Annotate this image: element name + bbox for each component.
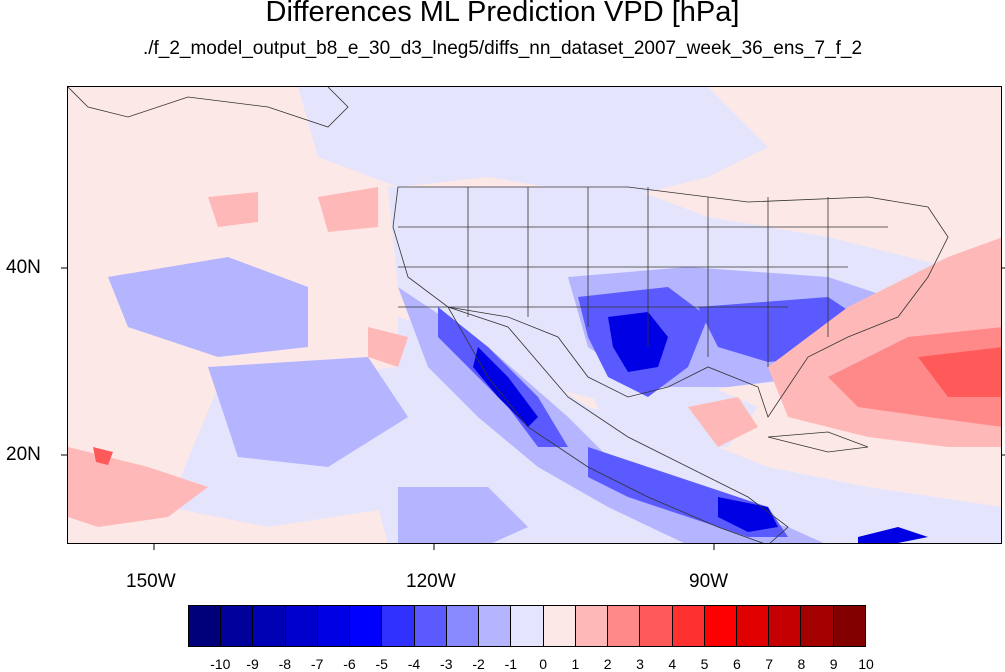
colorbar-tick-label: 3 bbox=[636, 656, 644, 672]
colorbar-box bbox=[285, 606, 318, 646]
colorbar-box bbox=[350, 606, 383, 646]
mexico-core bbox=[473, 347, 538, 427]
colorbar-tick-label: 4 bbox=[668, 656, 677, 672]
map-subtitle: ./f_2_model_output_b8_e_30_d3_lneg5/diff… bbox=[142, 38, 863, 59]
southwest-band bbox=[398, 287, 824, 543]
colorbar-box bbox=[414, 606, 447, 646]
colorbar-box bbox=[736, 606, 770, 646]
colorbar-box bbox=[640, 606, 673, 646]
north-pacific-red-1 bbox=[208, 192, 258, 227]
north-pacific-red-2 bbox=[318, 187, 378, 232]
colorbar-box bbox=[801, 606, 834, 646]
colorbar-box bbox=[382, 606, 415, 646]
lon-label-120w: 120W bbox=[406, 571, 456, 592]
alaska-coast bbox=[68, 87, 349, 128]
central-pacific-patch bbox=[398, 487, 528, 543]
colorbar-box bbox=[189, 606, 222, 646]
southwest-pacific-red bbox=[68, 447, 208, 527]
colorbar-box bbox=[253, 606, 286, 646]
colorbar-tick-label: 0 bbox=[539, 656, 548, 672]
colorbar-tick-label: 10 bbox=[858, 656, 874, 672]
colorbar-box bbox=[672, 606, 705, 646]
colorbar-tick-label: 7 bbox=[765, 656, 774, 672]
pacific-north-light-blue bbox=[298, 87, 768, 197]
colorbar-box bbox=[317, 606, 351, 646]
vpd-difference-map bbox=[68, 87, 1001, 543]
map-title: Differences ML Prediction VPD [hPa] bbox=[265, 0, 740, 28]
us-outline bbox=[392, 186, 949, 418]
colorbar-box bbox=[221, 606, 254, 646]
colorbar-box bbox=[704, 606, 737, 646]
caribbean-spots bbox=[858, 527, 928, 543]
colorbar-tick-label: 5 bbox=[700, 656, 709, 672]
colorbar-tick-label: -2 bbox=[472, 656, 485, 672]
political-boundaries bbox=[68, 87, 949, 543]
colorbar bbox=[188, 605, 866, 647]
colorbar-box bbox=[769, 606, 802, 646]
state-lines-horizontal bbox=[398, 226, 888, 308]
atlantic-red-medium bbox=[828, 327, 1001, 427]
colorbar-tick-label: 2 bbox=[603, 656, 612, 672]
colorbar-tick-label: -3 bbox=[440, 656, 453, 672]
lat-label-20n: 20N bbox=[6, 444, 41, 465]
positive-regions bbox=[68, 187, 1001, 527]
colorbar-tick-label: -4 bbox=[407, 656, 421, 672]
darkest-negative-regions bbox=[473, 312, 928, 543]
lat-label-40n: 40N bbox=[6, 257, 41, 278]
colorbar-box bbox=[543, 606, 576, 646]
state-lines-vertical bbox=[467, 187, 829, 367]
hawaii-red bbox=[93, 447, 113, 465]
pacific-patch-2 bbox=[208, 357, 408, 467]
atlantic-red-strong bbox=[918, 347, 1001, 397]
colorbar-box bbox=[511, 606, 544, 646]
colorbar-box bbox=[608, 606, 641, 646]
west-coast-red-patch bbox=[368, 327, 408, 367]
colorbar-tick-label: -5 bbox=[375, 656, 388, 672]
colorbar-tick-label: 8 bbox=[797, 656, 806, 672]
colorbar-box bbox=[833, 606, 865, 646]
cuba-outline bbox=[767, 431, 869, 453]
lon-label-150w: 150W bbox=[126, 571, 176, 592]
map-plot-area bbox=[67, 86, 1002, 544]
gulf-of-mexico-red bbox=[688, 397, 758, 447]
pacific-patch-1 bbox=[108, 257, 308, 357]
colorbar-tick-label: -7 bbox=[310, 656, 324, 672]
colorbar-box bbox=[446, 606, 480, 646]
colorbar-tick-label: -10 bbox=[210, 656, 231, 672]
colorbar-tick-label: -8 bbox=[278, 656, 292, 672]
central-america-core bbox=[718, 497, 778, 532]
texas-core bbox=[608, 312, 668, 372]
colorbar-box bbox=[575, 606, 609, 646]
colorbar-box bbox=[479, 606, 512, 646]
colorbar-tick-label: 9 bbox=[829, 656, 838, 672]
colorbar-tick-label: -9 bbox=[246, 656, 259, 672]
mexico-pacific-light-blue bbox=[368, 317, 1001, 543]
colorbar-tick-label: -6 bbox=[343, 656, 356, 672]
lon-label-90w: 90W bbox=[689, 571, 729, 592]
mexico-outline bbox=[447, 306, 789, 543]
colorbar-tick-label: 1 bbox=[571, 656, 580, 672]
colorbar-tick-label: -1 bbox=[504, 656, 518, 672]
colorbar-tick-label: 6 bbox=[732, 656, 741, 672]
